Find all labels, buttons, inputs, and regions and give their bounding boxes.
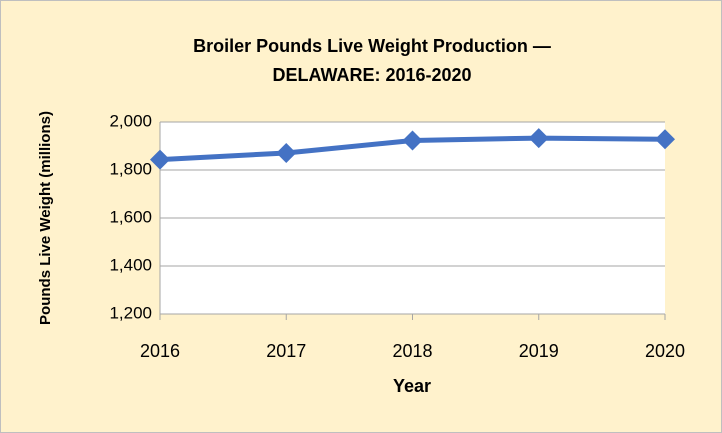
y-tick-label: 1,600 [109,207,152,226]
data-marker [655,129,675,150]
y-tick-label: 1,400 [109,255,152,274]
data-marker [150,149,170,170]
data-marker [276,142,297,163]
data-marker [528,128,549,149]
x-tick-label: 2019 [519,341,559,361]
y-tick-label: 2,000 [109,111,152,130]
y-axis-label: Pounds Live Weight (millions) [37,111,54,325]
x-tick-label: 2020 [645,341,685,361]
x-tick-label: 2016 [140,341,180,361]
chart-title: DELAWARE: 2016-2020 [272,65,471,85]
data-marker [402,130,423,151]
chart-title: Broiler Pounds Live Weight Production — [193,36,551,56]
y-tick-label: 1,200 [109,303,152,322]
x-tick-label: 2018 [392,341,432,361]
y-tick-label: 1,800 [109,159,152,178]
x-tick-label: 2017 [266,341,306,361]
x-axis-label: Year [393,376,431,396]
